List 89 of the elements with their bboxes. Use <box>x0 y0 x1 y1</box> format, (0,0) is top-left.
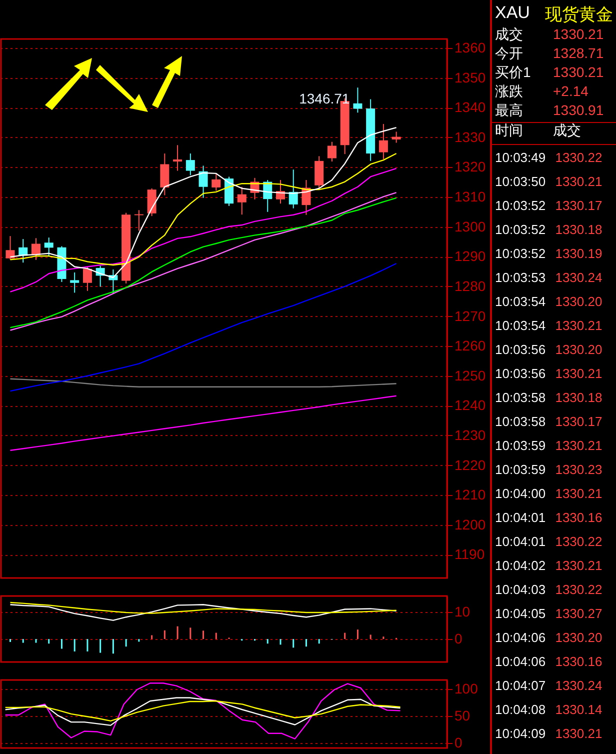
text: 10:03:59 1330.23 <box>495 462 602 477</box>
candlestick <box>288 169 298 209</box>
text: 10:03:49 1330.22 <box>495 150 602 165</box>
line-series <box>4 682 401 740</box>
text: 现货黄金 <box>545 4 613 26</box>
text: 1330.21 <box>553 26 604 44</box>
text: 10:04:05 1330.27 <box>495 606 602 621</box>
y-tick-label: 1360 <box>454 39 486 56</box>
text: 10:04:00 1330.21 <box>495 486 602 501</box>
candlestick <box>353 87 362 114</box>
y-tick-label: 50 <box>454 708 470 724</box>
text: 10:04:06 1330.16 <box>495 654 602 669</box>
candlestick <box>392 131 401 144</box>
y-tick-label: 1350 <box>454 69 486 86</box>
y-tick-label: 1270 <box>454 308 486 324</box>
candlestick <box>237 186 246 216</box>
y-tick-label: 1330 <box>454 128 486 145</box>
text: 10:04:06 1330.20 <box>495 630 602 645</box>
y-tick-label: 1230 <box>454 427 486 443</box>
candlestick <box>160 152 170 196</box>
y-tick-label: 1340 <box>454 99 486 116</box>
line-series <box>10 395 397 452</box>
candlestick <box>70 272 80 294</box>
text: 成交 <box>553 122 582 140</box>
text: 10:04:02 1330.21 <box>495 558 602 573</box>
y-tick-label: 1210 <box>454 486 486 503</box>
candlestick <box>82 266 92 292</box>
candlestick <box>327 141 336 162</box>
annotation: 1346.71 <box>299 90 350 107</box>
y-tick-label: 1310 <box>454 188 486 205</box>
text: 1330.91 <box>553 102 604 120</box>
candlestick <box>198 165 208 198</box>
line-series <box>10 262 397 392</box>
line-series <box>10 604 397 621</box>
text: 10:03:54 1330.20 <box>495 294 602 309</box>
text: 10:04:07 1330.24 <box>495 678 602 693</box>
text: XAU <box>495 3 531 24</box>
text: 10:03:50 1330.21 <box>495 174 602 189</box>
text: 10:03:52 1330.18 <box>495 222 602 237</box>
text: 1330.21 <box>553 64 604 82</box>
text: 10:03:54 1330.21 <box>495 318 602 333</box>
text: 买价1 <box>495 64 532 82</box>
text: 10:03:56 1330.21 <box>495 366 602 381</box>
line-series <box>10 168 397 292</box>
y-tick-label: 1300 <box>454 218 486 234</box>
text: 10:03:53 1330.24 <box>495 270 602 285</box>
y-tick-label: 1260 <box>454 338 486 354</box>
candlestick <box>173 144 182 172</box>
line-series <box>10 602 397 614</box>
text: 10:03:56 1330.20 <box>495 342 602 357</box>
candlestick <box>6 236 15 260</box>
line-series <box>4 700 401 722</box>
y-tick-label: 1190 <box>454 546 485 562</box>
text: 今开 <box>495 45 524 63</box>
text: 时间 <box>495 122 524 140</box>
candlestick <box>378 123 388 160</box>
line-series <box>10 378 397 388</box>
y-tick-label: 10 <box>454 603 470 620</box>
candlestick <box>186 152 195 176</box>
text: 最高 <box>495 102 524 120</box>
y-tick-label: 1280 <box>454 278 486 294</box>
text: 1328.71 <box>553 45 604 63</box>
line-series <box>10 152 397 266</box>
y-tick-label: 0 <box>454 734 462 751</box>
y-tick-label: 1220 <box>454 456 486 473</box>
y-tick-label: 1320 <box>454 158 486 175</box>
y-tick-label: 0 <box>454 630 462 647</box>
y-tick-label: 1200 <box>454 516 486 532</box>
text: 涨跌 <box>495 83 524 101</box>
text: 10:03:58 1330.17 <box>495 414 602 429</box>
text: 10:04:09 1330.21 <box>495 726 602 741</box>
y-tick-label: 1290 <box>454 248 486 264</box>
text: 10:04:03 1330.22 <box>495 582 602 597</box>
y-tick-label: 1240 <box>454 397 486 414</box>
text: 10:04:08 1330.14 <box>495 702 602 717</box>
text: 10:03:52 1330.19 <box>495 246 602 261</box>
y-tick-label: 100 <box>454 680 478 697</box>
candlestick <box>212 172 221 192</box>
text: +2.14 <box>553 83 588 101</box>
candlestick <box>147 188 156 217</box>
text: 10:04:01 1330.16 <box>495 510 602 525</box>
text: 10:04:01 1330.22 <box>495 534 602 549</box>
text: 成交 <box>495 26 524 44</box>
candlestick <box>44 237 54 257</box>
text: 10:03:58 1330.18 <box>495 390 602 405</box>
line-series <box>4 697 401 726</box>
text: 10:03:59 1330.21 <box>495 438 602 453</box>
text: 10:03:52 1330.17 <box>495 198 602 213</box>
y-tick-label: 1250 <box>454 367 486 384</box>
